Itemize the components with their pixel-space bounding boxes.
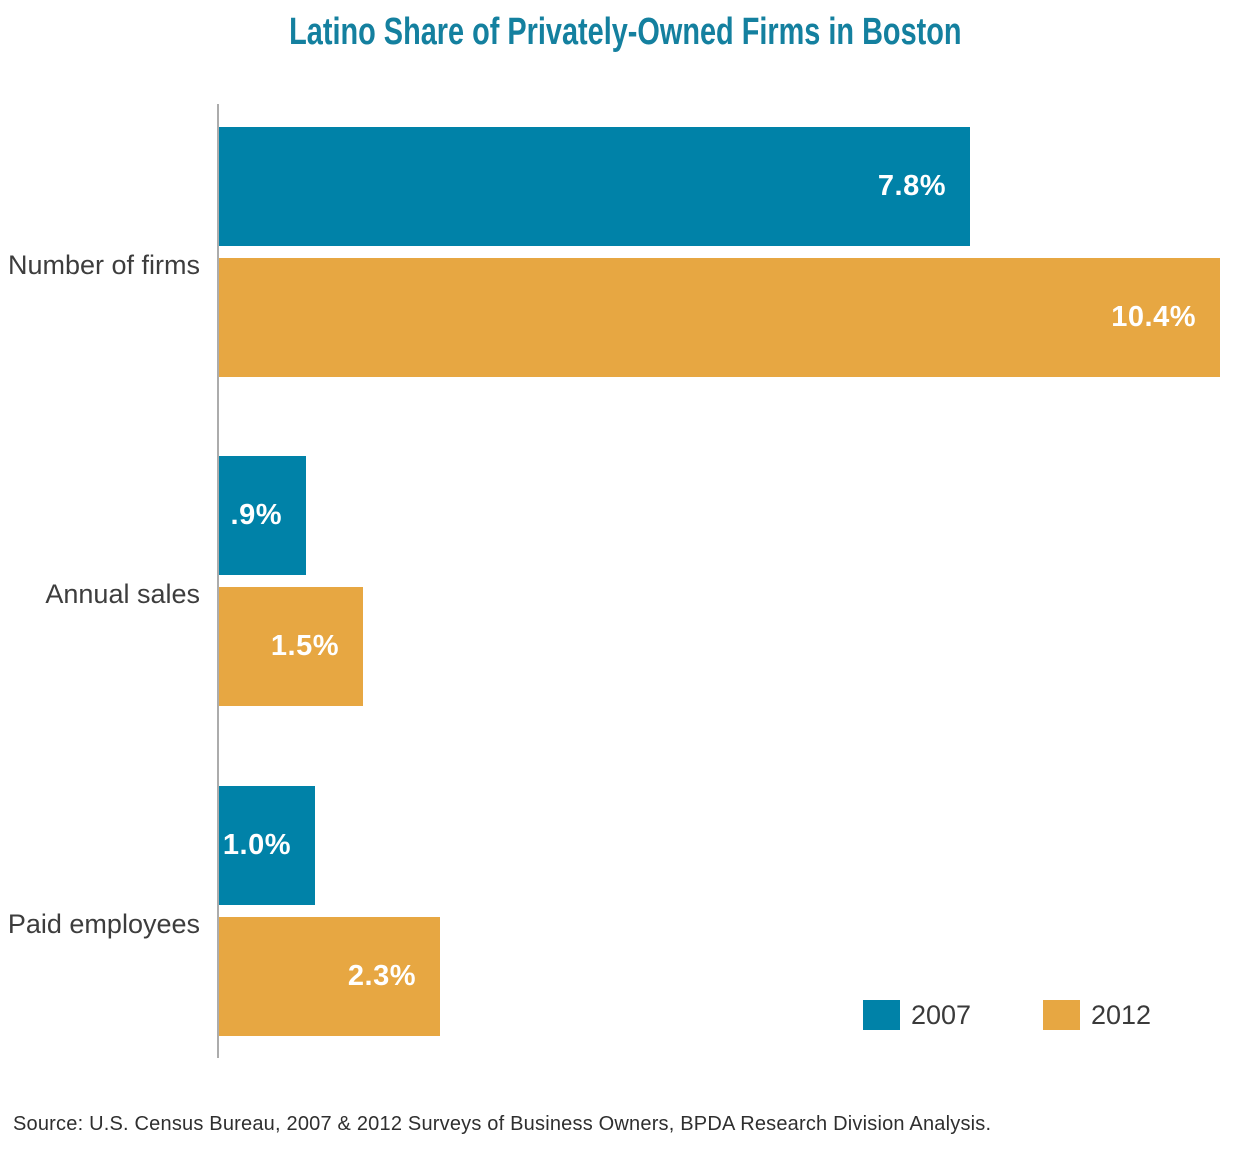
chart-title-text: Latino Share of Privately-Owned Firms in…	[288, 11, 962, 53]
bar-2012: 1.5%	[219, 587, 363, 706]
bar-value-label: 1.0%	[222, 829, 291, 861]
category-label: Paid employees	[7, 909, 200, 939]
category-label: Annual sales	[45, 579, 200, 609]
bar-value-label: 2.3%	[347, 960, 416, 992]
category-label: Number of firms	[7, 250, 200, 280]
legend-swatch-2012-icon	[1043, 1000, 1080, 1030]
bar-2012: 10.4%	[219, 258, 1220, 377]
legend-item-2012: 2012	[1043, 1000, 1151, 1030]
bar-2007: 7.8%	[219, 127, 970, 246]
bar-2007: 1.0%	[219, 786, 315, 905]
legend-label-2012: 2012	[1091, 1000, 1152, 1030]
chart-title: Latino Share of Privately-Owned Firms in…	[0, 10, 1250, 54]
legend-label-2007: 2007	[911, 1000, 972, 1030]
bar-value-label: .9%	[230, 499, 282, 531]
bar-value-label: 1.5%	[270, 630, 339, 662]
bar-value-label: 7.8%	[877, 170, 946, 202]
bar-value-label: 10.4%	[1111, 301, 1196, 333]
y-axis-line	[217, 104, 219, 1058]
bar-2007: .9%	[219, 456, 306, 575]
legend-swatch-2007-icon	[863, 1000, 900, 1030]
source-note: Source: U.S. Census Bureau, 2007 & 2012 …	[13, 1113, 992, 1135]
legend-item-2007: 2007	[863, 1000, 971, 1030]
bar-2012: 2.3%	[219, 917, 440, 1036]
